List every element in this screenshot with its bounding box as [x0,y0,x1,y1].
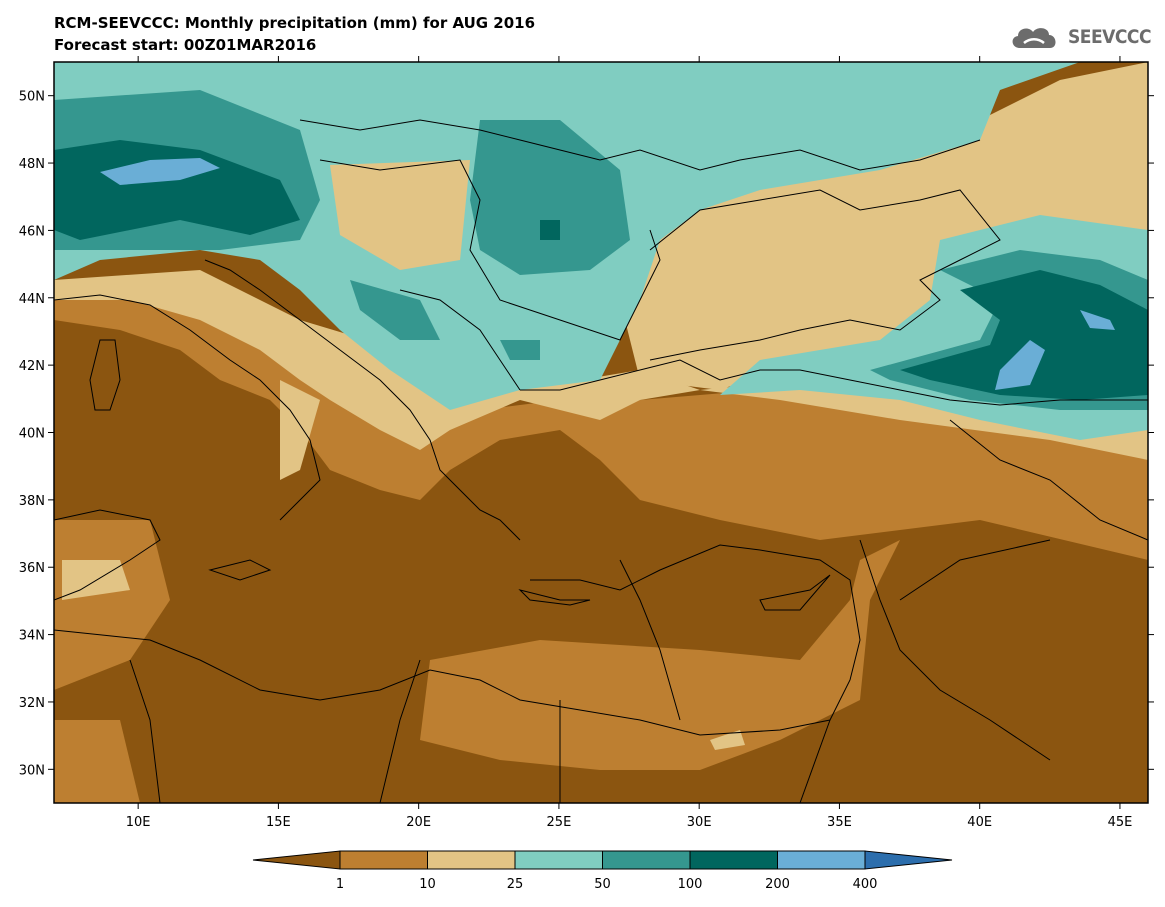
lat-label: 32N [19,696,45,711]
colorbar-under-triangle [252,850,341,870]
lon-label: 30E [687,815,712,830]
colorbar-label: 10 [419,877,436,892]
lat-label: 40N [19,427,45,442]
lon-label: 25E [547,815,572,830]
seevccc-logo: SEEVCCC [1008,22,1152,52]
lat-label: 44N [19,292,45,307]
lat-label: 36N [19,561,45,576]
lat-label: 48N [19,157,45,172]
logo-text: SEEVCCC [1067,26,1152,48]
map-title: RCM-SEEVCCC: Monthly precipitation (mm) … [54,14,536,32]
colorbar-label: 25 [507,877,524,892]
lon-label: 15E [266,815,291,830]
lat-label: 50N [19,90,45,105]
colorbar-box [602,850,691,870]
colorbar-label: 100 [678,877,703,892]
lat-label: 34N [19,629,45,644]
lon-label: 45E [1108,815,1133,830]
longitude-axis: 10E 15E 20E 25E 30E 35E 40E 45E [126,56,1133,830]
lat-label: 42N [19,359,45,374]
colorbar: 1 10 25 50 100 200 400 [252,850,953,892]
colorbar-box [339,850,428,870]
colorbar-label: 200 [765,877,790,892]
forecast-start: Forecast start: 00Z01MAR2016 [54,36,317,54]
lat-label: 30N [19,763,45,778]
colorbar-over-triangle [864,850,953,870]
colorbar-label: 50 [594,877,611,892]
lat-label: 38N [19,494,45,509]
colorbar-box [689,850,778,870]
lat-label: 46N [19,224,45,239]
lon-label: 40E [967,815,992,830]
colorbar-label: 400 [853,877,878,892]
colorbar-label: 1 [336,877,344,892]
colorbar-box [777,850,866,870]
lon-label: 20E [406,815,431,830]
latitude-axis: 30N 32N 34N 36N 38N 40N 42N 44N 46N 48N 50N [19,90,1154,778]
lon-label: 35E [827,815,852,830]
coastlines [54,119,1148,803]
precipitation-field [54,62,1148,803]
lon-label: 10E [126,815,151,830]
colorbar-box [514,850,603,870]
colorbar-box [427,850,516,870]
cloud-icon [1012,28,1056,48]
